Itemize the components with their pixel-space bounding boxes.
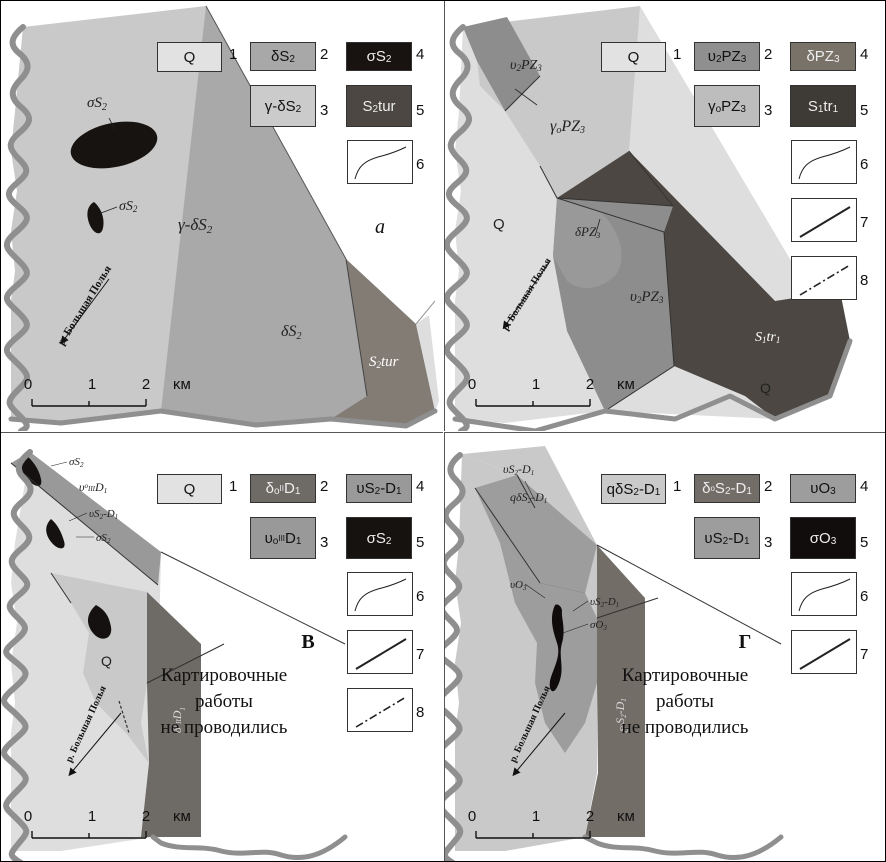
svg-text:Q: Q bbox=[493, 216, 505, 233]
svg-text:0: 0 bbox=[24, 376, 32, 393]
svg-text:Г: Г bbox=[739, 631, 752, 653]
svg-text:a: a bbox=[375, 216, 385, 238]
svg-text:1: 1 bbox=[88, 376, 96, 393]
svg-text:2: 2 bbox=[586, 376, 594, 393]
svg-text:Q: Q bbox=[760, 380, 771, 396]
svg-text:0: 0 bbox=[24, 808, 32, 825]
svg-text:Картировочные: Картировочные bbox=[622, 665, 748, 686]
svg-text:не проводились: не проводились bbox=[161, 717, 288, 738]
svg-text:2: 2 bbox=[586, 808, 594, 825]
svg-text:работы: работы bbox=[656, 691, 714, 712]
svg-text:σS2: σS2 bbox=[69, 456, 84, 469]
svg-text:κм: κм bbox=[173, 808, 191, 825]
svg-text:0: 0 bbox=[468, 808, 476, 825]
svg-text:υS2-D1: υS2-D1 bbox=[503, 462, 534, 477]
svg-text:не проводились: не проводились bbox=[622, 717, 749, 738]
svg-text:κм: κм bbox=[617, 808, 635, 825]
svg-text:γoPZ3: γoPZ3 bbox=[550, 118, 585, 136]
svg-text:S2tur: S2tur bbox=[369, 354, 399, 370]
svg-text:2: 2 bbox=[142, 376, 150, 393]
svg-text:υoIIID1: υoIIID1 bbox=[79, 480, 107, 495]
svg-text:υS2-D1: υS2-D1 bbox=[89, 508, 118, 521]
svg-text:1: 1 bbox=[532, 808, 540, 825]
svg-text:κм: κм bbox=[173, 376, 191, 393]
svg-text:В: В bbox=[301, 631, 314, 653]
svg-text:κм: κм bbox=[617, 376, 635, 393]
svg-text:2: 2 bbox=[142, 808, 150, 825]
svg-text:Картировочные: Картировочные bbox=[161, 665, 287, 686]
svg-text:1: 1 bbox=[88, 808, 96, 825]
svg-text:0: 0 bbox=[468, 376, 476, 393]
svg-text:Q: Q bbox=[101, 653, 112, 669]
svg-text:работы: работы bbox=[195, 691, 253, 712]
svg-text:υ2PZ3: υ2PZ3 bbox=[630, 289, 664, 305]
svg-text:υS2-D1: υS2-D1 bbox=[590, 596, 619, 609]
svg-text:1: 1 bbox=[532, 376, 540, 393]
